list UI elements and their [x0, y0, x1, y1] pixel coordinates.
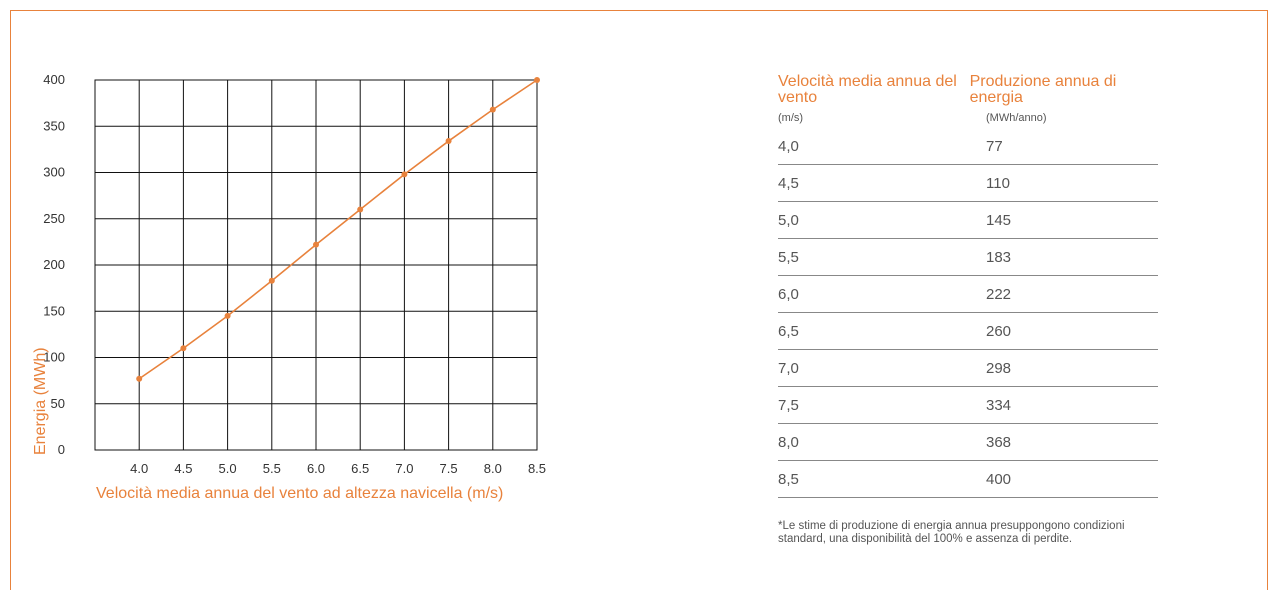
data-point [534, 77, 540, 83]
table-row: 7,5 334 [778, 387, 1158, 424]
x-tick-label: 6.0 [307, 461, 325, 476]
panel-frame [10, 10, 1268, 590]
cell-speed: 7,5 [778, 396, 799, 414]
table-row: 8,5 400 [778, 461, 1158, 498]
x-tick-label: 5.5 [263, 461, 281, 476]
table-row: 6,0 222 [778, 276, 1158, 313]
cell-energy: 110 [986, 174, 1010, 192]
x-tick-label: 8.5 [528, 461, 546, 476]
data-point [357, 206, 364, 213]
cell-speed: 7,0 [778, 359, 799, 377]
data-point [136, 375, 143, 382]
cell-speed: 5,5 [778, 248, 799, 266]
header-wind-speed: Velocità media annua del vento [778, 73, 957, 106]
cell-speed: 4,0 [778, 137, 799, 155]
cell-energy: 145 [986, 211, 1012, 229]
series-line [138, 79, 538, 380]
table-header: Velocità media annua del vento Produzion… [778, 74, 1158, 106]
cell-speed: 5,0 [778, 211, 799, 229]
unit-wind-speed: (m/s) [778, 112, 804, 124]
x-tick-label: 6.5 [351, 461, 369, 476]
cell-speed: 8,5 [778, 470, 799, 488]
y-axis-label: Energia (MWh) [32, 347, 49, 455]
data-point [313, 241, 319, 248]
y-tick-label: 200 [43, 257, 65, 272]
cell-energy: 77 [986, 137, 1003, 155]
table-row: 8,0 368 [778, 424, 1158, 461]
data-point [489, 106, 496, 113]
footnote: *Le stime di produzione di energia annua… [778, 520, 1125, 545]
table-row: 5,0 145 [778, 202, 1158, 239]
table-units: (m/s) (MWh/anno) [778, 112, 1158, 124]
y-tick-label: 150 [43, 303, 65, 318]
cell-speed: 4,5 [778, 174, 799, 192]
cell-energy: 334 [986, 396, 1012, 414]
table-row: 4,5 110 [778, 165, 1158, 202]
data-point [224, 312, 231, 319]
x-tick-label: 4.5 [174, 461, 192, 476]
energy-chart: 0 50 100 150 200 250 300 350 400 4.0 4.5 5.0 5.5 6.0 6… [43, 72, 546, 476]
table-body: 4,0 77 4,5 110 5,0 145 5,5 183 6,0 222 6,5 260… [778, 128, 1158, 498]
y-tick-label: 0 [58, 442, 65, 457]
data-point [445, 138, 452, 145]
x-tick-label: 7.5 [440, 461, 458, 476]
data-point [268, 277, 275, 284]
x-tick-label: 4.0 [130, 461, 148, 476]
cell-energy: 298 [986, 359, 1012, 377]
data-point [180, 345, 187, 352]
cell-energy: 368 [986, 433, 1012, 451]
cell-energy: 260 [986, 322, 1012, 340]
energy-table: Velocità media annua del vento Produzion… [778, 74, 1158, 498]
cell-speed: 6,5 [778, 322, 799, 340]
y-tick-label: 100 [43, 350, 65, 365]
y-tick-label: 250 [43, 211, 65, 226]
cell-speed: 8,0 [778, 433, 799, 451]
y-tick-label: 300 [43, 165, 65, 180]
data-point [401, 171, 408, 178]
x-tick-label: 8.0 [484, 461, 502, 476]
x-tick-label: 7.0 [395, 461, 413, 476]
cell-energy: 222 [986, 285, 1012, 303]
unit-energy: (MWh/anno) [986, 112, 1047, 124]
x-axis-label: Velocità media annua del vento ad altezz… [96, 485, 504, 502]
table-row: 7,0 298 [778, 350, 1158, 387]
cell-energy: 400 [986, 470, 1012, 488]
cell-energy: 183 [986, 248, 1012, 266]
header-energy-production: Produzione annua di energia [969, 73, 1117, 106]
table-row: 5,5 183 [778, 239, 1158, 276]
y-tick-label: 350 [43, 118, 65, 133]
table-row: 6,5 260 [778, 313, 1158, 350]
y-tick-label: 400 [43, 72, 65, 87]
y-tick-label: 50 [51, 396, 65, 411]
table-row: 4,0 77 [778, 128, 1158, 165]
x-tick-label: 5.0 [219, 461, 237, 476]
cell-speed: 6,0 [778, 285, 799, 303]
